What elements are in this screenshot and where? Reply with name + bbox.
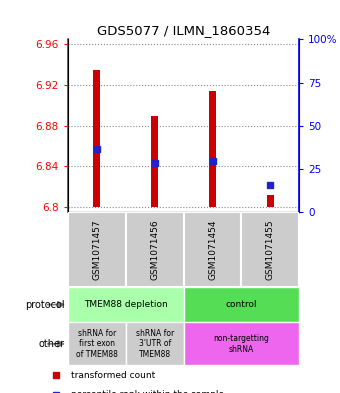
Bar (68, 287, 184, 322)
Text: GSM1071454: GSM1071454 (208, 219, 217, 280)
Text: transformed count: transformed count (71, 371, 155, 380)
Text: shRNA for
3'UTR of
TMEM88: shRNA for 3'UTR of TMEM88 (136, 329, 174, 359)
Text: non-targetting
shRNA: non-targetting shRNA (214, 334, 269, 354)
Text: GSM1071456: GSM1071456 (150, 219, 159, 280)
Text: protocol: protocol (25, 299, 65, 310)
Bar (241, 212, 299, 287)
Bar (151, 116, 158, 207)
Title: GDS5077 / ILMN_1860354: GDS5077 / ILMN_1860354 (97, 24, 270, 37)
Bar (94, 70, 100, 207)
Text: percentile rank within the sample: percentile rank within the sample (71, 391, 224, 393)
Text: GSM1071455: GSM1071455 (266, 219, 275, 280)
Text: shRNA for
first exon
of TMEM88: shRNA for first exon of TMEM88 (76, 329, 118, 359)
Bar (184, 322, 299, 365)
Text: GSM1071457: GSM1071457 (92, 219, 101, 280)
Bar (184, 212, 241, 287)
Text: control: control (226, 300, 257, 309)
Bar (126, 212, 184, 287)
Text: TMEM88 depletion: TMEM88 depletion (84, 300, 168, 309)
Bar (126, 322, 184, 365)
Bar (184, 287, 299, 322)
Text: other: other (39, 339, 65, 349)
Bar (68, 322, 126, 365)
Bar (267, 195, 274, 207)
Bar (209, 91, 216, 207)
Bar (68, 212, 126, 287)
